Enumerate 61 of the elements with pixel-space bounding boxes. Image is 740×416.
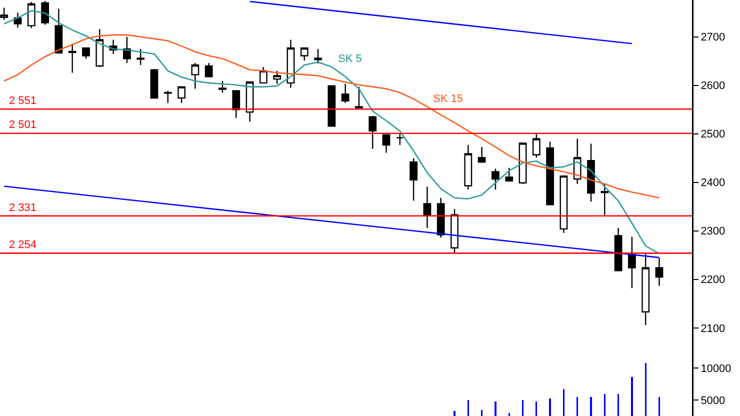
- candlestick: [259, 66, 268, 84]
- candlestick: [546, 141, 554, 206]
- candlestick: [122, 36, 131, 64]
- candlestick: [464, 144, 472, 190]
- y-tick-label: 2600: [700, 80, 726, 92]
- ref-line-label: 2 331: [9, 202, 37, 214]
- candlestick: [178, 86, 186, 104]
- candlestick: [68, 43, 76, 74]
- candlestick: [150, 68, 158, 99]
- candlestick: [573, 138, 582, 184]
- candlestick: [355, 86, 363, 108]
- candlestick: [54, 8, 63, 54]
- candlestick: [14, 12, 22, 28]
- candlestick: [82, 47, 90, 60]
- line-series: [3, 10, 660, 254]
- candlestick: [204, 62, 213, 78]
- candlestick: [478, 146, 486, 164]
- y-tick-label: 2200: [700, 274, 726, 286]
- candlestick: [600, 183, 609, 216]
- ref-line-label: 2 501: [9, 119, 37, 131]
- candlestick: [341, 83, 350, 104]
- candlestick: [450, 208, 458, 254]
- candlestick: [300, 47, 308, 62]
- candlestick: [382, 134, 390, 154]
- candlestick: [436, 197, 445, 238]
- series-label: SK 15: [433, 93, 463, 105]
- candlestick: [314, 48, 322, 64]
- line-series: [3, 34, 660, 199]
- y-tick-label: 2300: [700, 226, 726, 238]
- candlestick: [642, 253, 650, 326]
- candlestick: [368, 115, 377, 150]
- y-tick-label: 2100: [700, 322, 726, 335]
- candlestick: [655, 257, 664, 286]
- candlestick: [628, 236, 636, 289]
- y-tick-label: 2700: [700, 32, 726, 44]
- candlestick: [41, 0, 49, 26]
- ref-line-label: 2 254: [9, 239, 37, 251]
- y-tick-label: 2400: [700, 177, 726, 190]
- y-tick-label: 2500: [700, 128, 726, 141]
- candlestick: [587, 142, 595, 202]
- candlestick: [410, 158, 418, 202]
- candlestick: [396, 132, 404, 146]
- y-tick-label: 10000: [700, 362, 732, 375]
- candlestick: [286, 39, 295, 88]
- candlestick: [273, 70, 282, 85]
- ref-line-label: 2 551: [9, 95, 37, 107]
- candlestick: [164, 90, 172, 104]
- y-tick-label: 5000: [700, 394, 726, 407]
- candlestick: [191, 62, 200, 90]
- candlestick: [232, 90, 240, 118]
- candlestick: [96, 28, 104, 68]
- candlestick: [328, 85, 336, 127]
- candlestick: [218, 80, 226, 94]
- candlestick: [614, 227, 622, 272]
- candlestick: [136, 48, 145, 66]
- series-label: SK 5: [338, 53, 362, 65]
- candlestick: [492, 168, 500, 190]
- candlestick: [505, 167, 514, 182]
- candlestick: [423, 186, 432, 229]
- candlestick: [532, 132, 540, 158]
- candlestick: [560, 175, 568, 234]
